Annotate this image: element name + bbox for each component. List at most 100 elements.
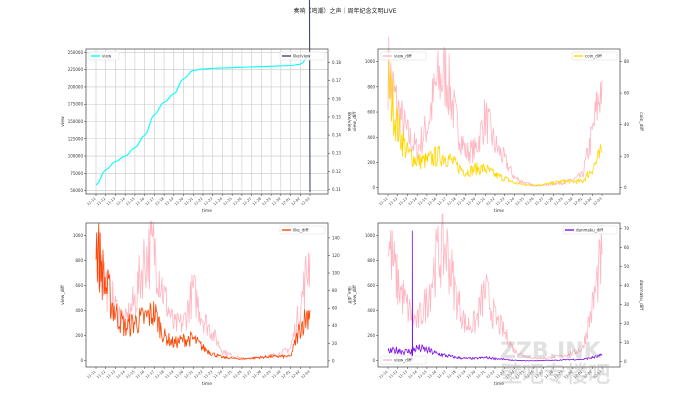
x-tick-label: 11-22 (485, 197, 495, 207)
x-tick-label: 11-26 (232, 197, 242, 207)
x-tick-label: 11-24 (213, 196, 224, 206)
legend-label: coin_diff (585, 54, 602, 59)
x-tick-label: 11-21 (184, 370, 194, 380)
watermark-logo: ZZB.INK 壁吧专楼吧 (500, 339, 611, 388)
x-tick-label: 11-17 (145, 370, 155, 380)
x-tick-label: 11-20 (174, 370, 184, 380)
legend-like-view: like/view (279, 51, 326, 61)
y-tick-label-right: 60 (624, 91, 630, 96)
x-tick-label: 11-12 (96, 370, 106, 380)
x-tick-label: 11-17 (437, 197, 447, 207)
x-axis-label: time (494, 381, 504, 387)
x-tick-label: 11-15 (125, 370, 135, 380)
x-tick-label: 11-20 (466, 370, 476, 380)
legend-label: view_diff (394, 54, 412, 59)
y-tick-label-right: 0 (624, 185, 627, 190)
y-axis-label-left: view_diff (352, 284, 358, 305)
x-tick-label: 11-30 (271, 370, 281, 380)
y-tick-label: 1000 (365, 233, 376, 238)
y-tick-label-right: 120 (332, 253, 340, 258)
y-tick-label-right: 10 (624, 340, 630, 345)
y-tick-label: 400 (75, 308, 83, 313)
y-tick-label-right: 20 (624, 154, 630, 159)
subplot-1: 11-11 11-12 11-13 11-14 11-15 11-16 11-17 11-18… (60, 0, 352, 214)
y-tick-label-right: 0.14 (332, 133, 341, 138)
x-tick-label: 11-14 (407, 196, 418, 206)
x-tick-label: 11-25 (514, 370, 524, 380)
subplot-3: 11-11 11-12 11-13 11-14 11-15 11-16 11-17 11-18… (60, 220, 352, 387)
x-tick-label: 11-13 (398, 370, 408, 380)
axes-frame (377, 222, 621, 368)
x-tick-label: 11-19 (164, 370, 174, 380)
y-tick-label: 800 (367, 84, 375, 89)
legend-like-diff: like_diff (279, 225, 326, 235)
x-tick-label: 12-01 (281, 197, 291, 207)
x-tick-label: 11-27 (242, 370, 252, 380)
y-tick-label-right: 80 (624, 59, 630, 64)
y-tick-label: 150000 (68, 119, 84, 124)
y-tick-label-right: 20 (624, 321, 630, 326)
y-axis-label-left: view_diff (352, 111, 358, 132)
y-tick-label: 1000 (73, 233, 84, 238)
y-axis-label-right: danmaku_diff (638, 280, 644, 311)
x-tick-label: 11-30 (271, 197, 281, 207)
x-tick-label: 11-21 (476, 197, 486, 207)
y-axis-label-right: like_diff (346, 286, 352, 304)
x-tick-label: 11-14 (115, 369, 126, 379)
figure-title: 奏响（鸣潮）之声｜周年纪念文明LIVE (293, 8, 397, 15)
y-tick-label: 75000 (70, 171, 83, 176)
x-tick-label: 12-03 (592, 197, 602, 207)
legend-coin-diff: coin_diff (571, 51, 618, 61)
x-tick-label: 11-17 (437, 370, 447, 380)
legend-label: like/view (293, 54, 311, 59)
x-tick-label: 11-16 (427, 197, 437, 207)
legend-view-diff: view_diff (380, 51, 427, 61)
x-tick-label: 11-19 (456, 370, 466, 380)
y-tick-label: 50000 (70, 188, 83, 193)
x-tick-label: 11-22 (193, 197, 203, 207)
x-tick-label: 11-14 (407, 369, 418, 379)
x-tick-label: 11-24 (213, 369, 224, 379)
y-tick-label: 225000 (68, 67, 84, 72)
y-tick-label-right: 60 (332, 306, 338, 311)
x-tick-label: 12-01 (573, 197, 583, 207)
legend-view: view (88, 51, 120, 61)
x-tick-label: 11-24 (505, 196, 516, 206)
y-tick-label-right: 0.12 (332, 169, 341, 174)
y-tick-label: 200 (367, 333, 375, 338)
x-tick-label: 11-21 (184, 197, 194, 207)
x-tick-label: 11-15 (417, 370, 427, 380)
x-tick-label: 11-23 (203, 370, 213, 380)
y-tick-label: 125000 (68, 136, 84, 141)
x-tick-label: 11-23 (495, 370, 505, 380)
x-tick-label: 11-22 (193, 370, 203, 380)
x-tick-label: 11-23 (203, 197, 213, 207)
x-tick-label: 11-16 (135, 370, 145, 380)
legend-label: danmaku_diff (576, 228, 603, 233)
x-tick-label: 12-03 (592, 370, 602, 380)
x-tick-label: 11-30 (563, 197, 573, 207)
y-axis-label-right: coin_diff (638, 112, 644, 132)
x-axis-label: time (494, 208, 504, 214)
x-tick-label: 11-20 (174, 197, 184, 207)
y-tick-label: 200 (367, 160, 375, 165)
x-tick-label: 11-28 (544, 370, 554, 380)
x-tick-label: 11-11 (378, 370, 388, 380)
y-tick-label: 250000 (68, 50, 84, 55)
x-tick-label: 11-25 (222, 370, 232, 380)
y-tick-label-right: 0.18 (332, 60, 341, 65)
x-tick-label: 11-15 (417, 197, 427, 207)
y-axis-label-left: view_diff (60, 284, 66, 305)
x-tick-label: 11-25 (514, 197, 524, 207)
y-tick-label-right: 0 (332, 358, 335, 363)
y-tick-label: 600 (367, 110, 375, 115)
x-tick-label: 11-18 (446, 197, 456, 207)
x-tick-label: 11-27 (534, 197, 544, 207)
series-line-view (95, 54, 311, 186)
x-tick-label: 11-28 (252, 197, 262, 207)
y-tick-label-right: 40 (624, 283, 630, 288)
x-tick-label: 11-28 (544, 197, 554, 207)
y-tick-label: 0 (80, 358, 83, 363)
y-tick-label: 0 (372, 358, 375, 363)
x-tick-label: 11-19 (164, 197, 174, 207)
